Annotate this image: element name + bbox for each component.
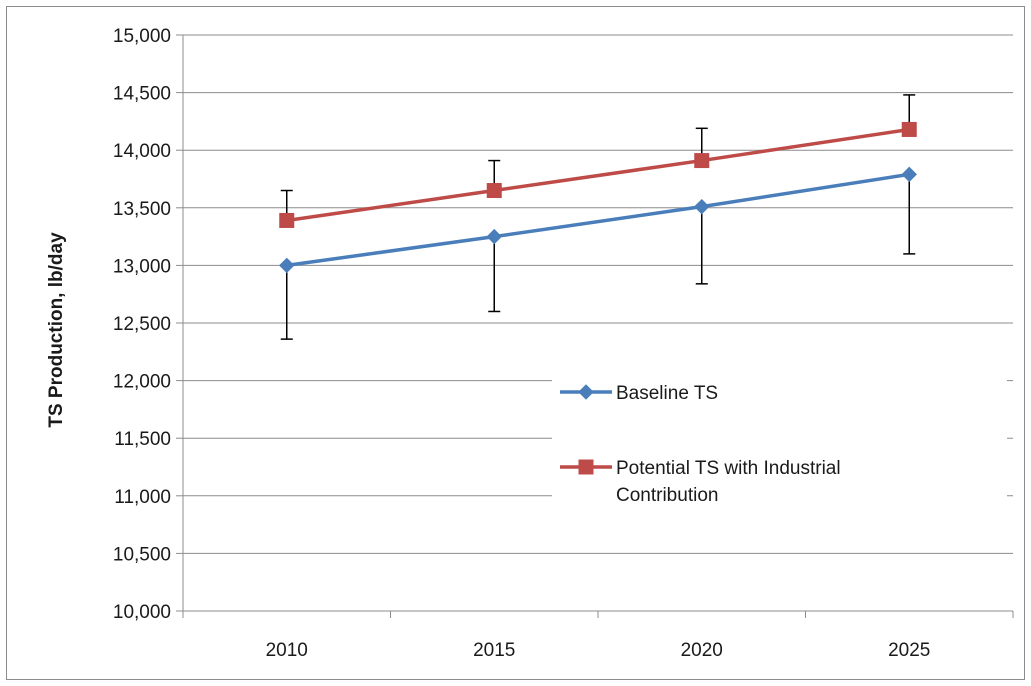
y-tick-label: 10,500 <box>113 544 171 565</box>
y-tick-label: 10,000 <box>113 602 171 623</box>
baseline-ts-point <box>901 166 917 183</box>
error-bars <box>280 94 916 340</box>
baseline-ts-line <box>286 172 910 268</box>
y-tick-label: 12,500 <box>113 314 171 335</box>
y-tick-label: 14,000 <box>113 141 171 162</box>
potential-ts-point <box>901 121 917 137</box>
y-tick-label: 11,000 <box>114 487 171 508</box>
potential-ts-point <box>486 183 502 199</box>
baseline-ts-legend-marker <box>578 384 594 400</box>
potential-ts-line <box>286 127 910 223</box>
y-tick-label: 14,500 <box>113 84 171 105</box>
series-layer <box>279 121 917 274</box>
y-tick-label: 12,000 <box>113 372 171 393</box>
legend-background <box>552 365 1007 520</box>
grid-lines <box>176 34 1013 612</box>
potential-ts-legend-marker <box>578 459 594 475</box>
potential-ts-legend-label: Potential TS with Industrial Contribution <box>616 458 841 506</box>
potential-ts-point <box>694 153 710 169</box>
baseline-ts-point <box>486 228 502 245</box>
x-tick-labels: 2010 2015 2020 2025 <box>266 640 931 661</box>
y-tick-label: 11,500 <box>114 429 171 450</box>
y-tick-labels: 10,000 10,500 11,000 11,500 12,000 12,500 13,0… <box>113 26 171 623</box>
y-tick-label: 13,500 <box>113 199 171 220</box>
baseline-ts-legend-label: Baseline TS <box>616 383 718 404</box>
x-tick-label: 2010 <box>266 640 308 661</box>
baseline-ts-point <box>279 257 295 274</box>
potential-ts-point <box>279 212 295 228</box>
legend: Baseline TS Potential TS with Industrial C… <box>552 365 1007 520</box>
axes <box>182 35 1014 618</box>
baseline-ts-point <box>694 198 710 215</box>
y-axis-label: TS Production, lb/day <box>46 232 67 428</box>
chart-frame <box>6 6 1025 680</box>
x-tick-label: 2025 <box>888 640 930 661</box>
y-tick-label: 13,000 <box>113 256 171 277</box>
x-tick-label: 2015 <box>473 640 515 661</box>
y-tick-label: 15,000 <box>113 26 171 47</box>
x-tick-label: 2020 <box>681 640 723 661</box>
